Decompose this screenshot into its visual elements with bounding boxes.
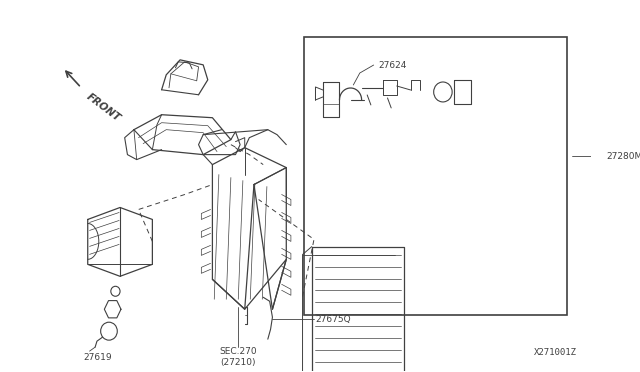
Text: 27280M: 27280M — [606, 152, 640, 161]
Text: FRONT: FRONT — [85, 92, 123, 124]
Text: X271001Z: X271001Z — [534, 348, 577, 357]
Text: 27675Q: 27675Q — [316, 315, 351, 324]
Text: SEC.270
(27210): SEC.270 (27210) — [220, 347, 257, 366]
Text: 27624: 27624 — [378, 61, 406, 70]
Bar — [305, 37, 568, 315]
Text: 27619: 27619 — [83, 353, 112, 362]
